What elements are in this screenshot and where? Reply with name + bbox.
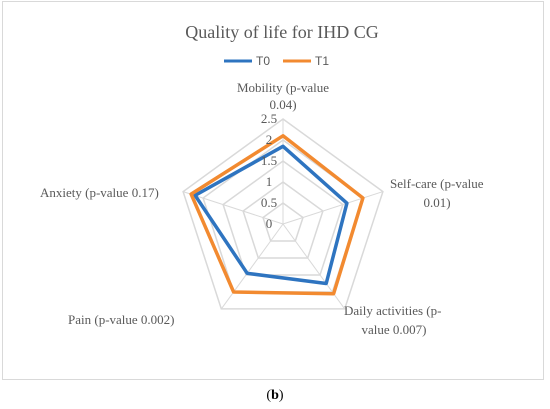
- spoke-4: [182, 191, 284, 225]
- axis-label-0: Mobility (p-value 0.04): [237, 80, 329, 112]
- radial-tick-labels: 0 0.5 1 1.5 2 2.5: [261, 111, 277, 231]
- axis-label-3: Pain (p-value 0.002): [68, 312, 175, 327]
- grid-ring-1: [262, 202, 304, 242]
- spoke-1: [282, 191, 384, 225]
- panel-caption: (b): [0, 388, 550, 404]
- caption-letter: b: [271, 388, 279, 403]
- tick-label-3: 1.5: [261, 153, 277, 168]
- series-t1-line: [189, 134, 365, 296]
- tick-label-5: 2.5: [261, 111, 277, 126]
- chart-title: Quality of life for IHD CG: [185, 22, 378, 42]
- caption-open: (: [266, 388, 272, 403]
- grid-ring-3: [222, 160, 344, 276]
- tick-label-4: 2: [266, 132, 273, 147]
- axis-label-2: Daily activities (p-value 0.007): [344, 303, 441, 337]
- axis-label-4: Anxiety (p-value 0.17): [40, 185, 159, 200]
- tick-label-2: 1: [266, 174, 273, 189]
- chart-frame: [2, 1, 544, 380]
- tick-label-0: 0: [266, 216, 273, 231]
- grid-ring-5: [182, 118, 384, 310]
- chart-legend: T0 T1: [224, 54, 329, 68]
- series-t0-line: [193, 144, 349, 286]
- axis-label-1: Self-care (p-value 0.01): [390, 176, 484, 210]
- series-layer: [189, 134, 365, 296]
- tick-label-1: 0.5: [261, 195, 277, 210]
- caption-close: ): [278, 388, 284, 403]
- spoke-3: [220, 223, 284, 310]
- legend-label-t1: T1: [315, 54, 329, 68]
- legend-label-t0: T0: [256, 54, 270, 68]
- axis-labels: Mobility (p-value 0.04) Self-care (p-value…: [40, 80, 484, 337]
- grid-ring-2: [242, 181, 324, 259]
